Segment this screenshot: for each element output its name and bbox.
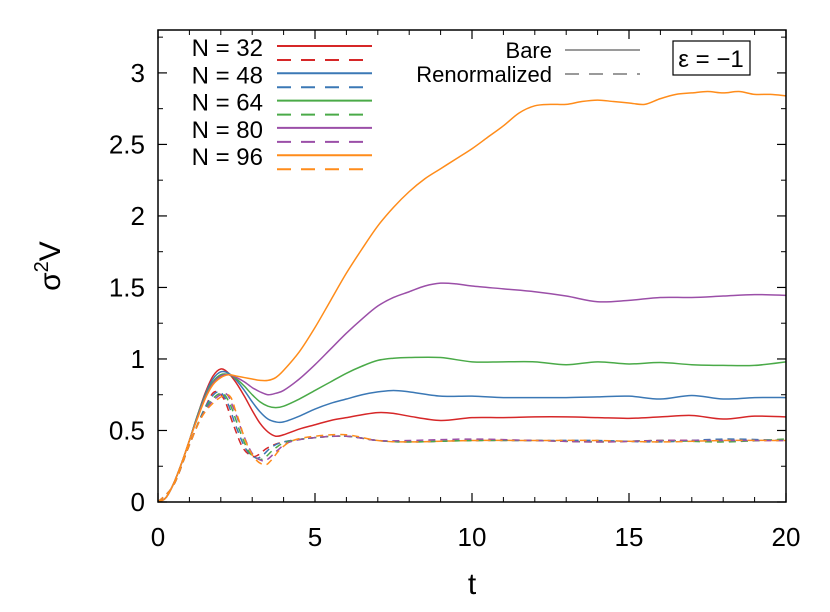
- series-line-n96-renormalized: [157, 393, 787, 503]
- legend: N = 32N = 48N = 64N = 80N = 96: [192, 35, 372, 171]
- epsilon-annotation: ε = −1: [678, 46, 743, 73]
- legend-label-n64: N = 64: [192, 90, 263, 117]
- y-tick-label: 3: [131, 58, 145, 88]
- style-legend-label-bare: Bare: [506, 38, 552, 63]
- y-axis-title-base: σ: [34, 272, 67, 291]
- y-tick-label: 0.5: [109, 415, 145, 445]
- plot-frame: [157, 29, 787, 503]
- y-tick-label: 0: [131, 487, 145, 517]
- y-tick-label: 2: [131, 201, 145, 231]
- series-line-n96-bare: [157, 90, 787, 503]
- series-line-n80-renormalized: [157, 392, 786, 503]
- axes-layer: 0 5 10 15 20 0 0.5 1 1.5 2 2.5 3: [109, 30, 801, 552]
- legend-label-n48: N = 48: [192, 62, 263, 89]
- annotation-box: [672, 40, 751, 76]
- x-tick-label: 10: [458, 522, 487, 552]
- legend-label-n80: N = 80: [192, 117, 263, 144]
- y-tick-label: 1.5: [109, 272, 145, 302]
- series-line-n48-renormalized: [157, 391, 787, 503]
- style-legend-label-renormalized: Renormalized: [416, 62, 552, 87]
- x-tick-label: 0: [151, 522, 165, 552]
- y-axis-title-tail: V: [34, 241, 67, 261]
- x-tick-label: 5: [308, 522, 322, 552]
- plot-background: [158, 30, 786, 502]
- legend-label-n32: N = 32: [192, 35, 263, 62]
- legend-label-n96: N = 96: [192, 144, 263, 171]
- y-axis-title: σ2V: [31, 241, 67, 291]
- series-layer: [157, 90, 787, 503]
- x-tick-label: 20: [772, 522, 801, 552]
- y-tick-label: 1: [131, 344, 145, 374]
- x-axis-title: t: [468, 568, 477, 601]
- y-tick-label: 2.5: [109, 129, 145, 159]
- x-tick-label: 15: [615, 522, 644, 552]
- y-axis-title-superscript: 2: [31, 261, 53, 272]
